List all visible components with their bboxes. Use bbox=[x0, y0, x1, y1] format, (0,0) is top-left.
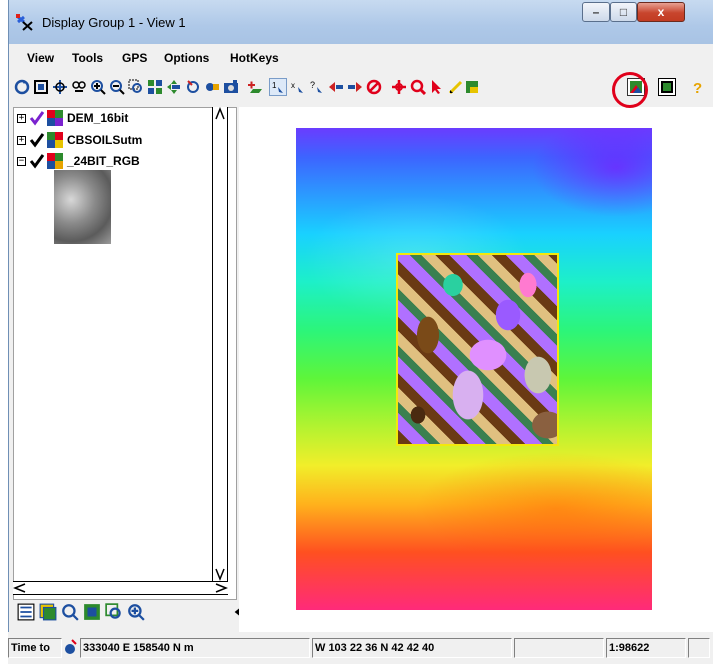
status-empty-2 bbox=[688, 638, 710, 658]
previous-icon[interactable] bbox=[327, 78, 345, 96]
minimize-button[interactable]: – bbox=[582, 2, 610, 22]
status-empty bbox=[514, 638, 604, 658]
layer-list-panel bbox=[13, 107, 237, 600]
zoom-full-icon[interactable] bbox=[32, 78, 50, 96]
camera-icon[interactable] bbox=[222, 78, 240, 96]
zoom-in-icon[interactable] bbox=[89, 78, 107, 96]
svg-text:x: x bbox=[291, 81, 295, 90]
menu-bar: View Tools GPS Options HotKeys bbox=[9, 44, 713, 70]
layer-thumbnail bbox=[54, 170, 111, 244]
raster-layer-icon bbox=[47, 132, 63, 148]
layer-label-dem: DEM_16bit bbox=[67, 111, 129, 125]
checkmark-icon[interactable] bbox=[29, 153, 45, 169]
app-icon bbox=[16, 14, 33, 31]
layer-label-rgb: _24BIT_RGB bbox=[67, 154, 140, 168]
expand-icon[interactable]: + bbox=[17, 112, 26, 123]
scroll-down-icon[interactable] bbox=[213, 567, 227, 581]
horizontal-scrollbar[interactable] bbox=[13, 581, 228, 595]
title-bar[interactable]: Display Group 1 - View 1 – □ x bbox=[9, 0, 713, 44]
geo-coordinates: W 103 22 36 N 42 42 40 bbox=[312, 638, 512, 658]
menu-tools[interactable]: Tools bbox=[72, 51, 104, 65]
menu-gps[interactable]: GPS bbox=[122, 51, 148, 65]
zoom-group-icon[interactable] bbox=[70, 78, 88, 96]
zoom-box-icon[interactable] bbox=[105, 603, 123, 621]
zoom-icon[interactable] bbox=[61, 603, 79, 621]
expand-icon[interactable]: + bbox=[17, 134, 26, 145]
svg-text:?: ? bbox=[310, 80, 315, 90]
highlight-circle bbox=[612, 72, 648, 108]
layer-row-rgb[interactable]: − _24BIT_RGB bbox=[17, 152, 140, 170]
tile-view-icon[interactable] bbox=[83, 603, 101, 621]
zoom-lens-icon[interactable] bbox=[409, 78, 427, 96]
menu-options[interactable]: Options bbox=[164, 51, 210, 65]
svg-text:?: ? bbox=[693, 80, 702, 95]
scroll-up-icon[interactable] bbox=[213, 107, 227, 121]
redraw-icon[interactable] bbox=[13, 78, 31, 96]
layer-row-dem[interactable]: + DEM_16bit bbox=[17, 109, 128, 127]
pan-icon[interactable] bbox=[165, 78, 183, 96]
scroll-right-icon[interactable] bbox=[214, 582, 228, 594]
sketch-icon[interactable] bbox=[447, 78, 465, 96]
collapse-icon[interactable]: − bbox=[17, 155, 26, 166]
layer-row-cbsoil[interactable]: + CBSOILSutm bbox=[17, 131, 142, 149]
status-bar: Time to 333040 E 158540 N m W 103 22 36 … bbox=[8, 632, 713, 664]
add-layer-icon[interactable] bbox=[246, 78, 264, 96]
select-arrow-icon[interactable] bbox=[428, 78, 446, 96]
rotate-icon[interactable] bbox=[184, 78, 202, 96]
help-icon[interactable]: ? bbox=[689, 78, 707, 96]
hand-icon[interactable] bbox=[203, 78, 221, 96]
stop-icon[interactable] bbox=[365, 78, 383, 96]
map-scale[interactable]: 1:98622 bbox=[606, 638, 686, 658]
close-button[interactable]: x bbox=[637, 2, 685, 22]
zoom-out-icon[interactable] bbox=[108, 78, 126, 96]
zoom-in-icon[interactable] bbox=[127, 603, 145, 621]
layer-label-cbsoil: CBSOILSutm bbox=[67, 133, 143, 147]
color-picker-icon[interactable] bbox=[463, 78, 481, 96]
menu-hotkeys[interactable]: HotKeys bbox=[230, 51, 279, 65]
window-title: Display Group 1 - View 1 bbox=[42, 15, 186, 30]
svg-text:1: 1 bbox=[272, 81, 277, 90]
scale-x-icon[interactable]: x bbox=[289, 78, 307, 96]
toolbar: 1 x ? bbox=[9, 70, 713, 106]
tile-icon[interactable] bbox=[146, 78, 164, 96]
pan-cross-icon[interactable] bbox=[390, 78, 408, 96]
next-icon[interactable] bbox=[346, 78, 364, 96]
zoom-layer-icon[interactable] bbox=[51, 78, 69, 96]
soil-map-raster bbox=[396, 253, 559, 446]
layer-tools bbox=[13, 597, 243, 627]
raster-layer-icon bbox=[47, 153, 63, 169]
frame-icon[interactable] bbox=[658, 78, 676, 96]
vertical-scrollbar[interactable] bbox=[212, 107, 228, 581]
layer-list-icon[interactable] bbox=[17, 603, 35, 621]
menu-view[interactable]: View bbox=[27, 51, 55, 65]
map-coordinates: 333040 E 158540 N m bbox=[80, 638, 310, 658]
checkmark-icon[interactable] bbox=[29, 132, 45, 148]
gps-icon[interactable] bbox=[62, 639, 80, 657]
time-to-label: Time to bbox=[8, 638, 62, 658]
help-cursor-icon[interactable]: ? bbox=[308, 78, 326, 96]
raster-layer-icon bbox=[47, 110, 63, 126]
checkmark-icon[interactable] bbox=[29, 110, 45, 126]
maximize-button[interactable]: □ bbox=[610, 2, 637, 22]
add-raster-icon[interactable] bbox=[39, 603, 57, 621]
scale-1-icon[interactable]: 1 bbox=[269, 78, 287, 96]
scroll-left-icon[interactable] bbox=[13, 582, 27, 594]
collapse-panel-icon[interactable] bbox=[229, 603, 247, 621]
zoom-box-icon[interactable] bbox=[127, 78, 145, 96]
